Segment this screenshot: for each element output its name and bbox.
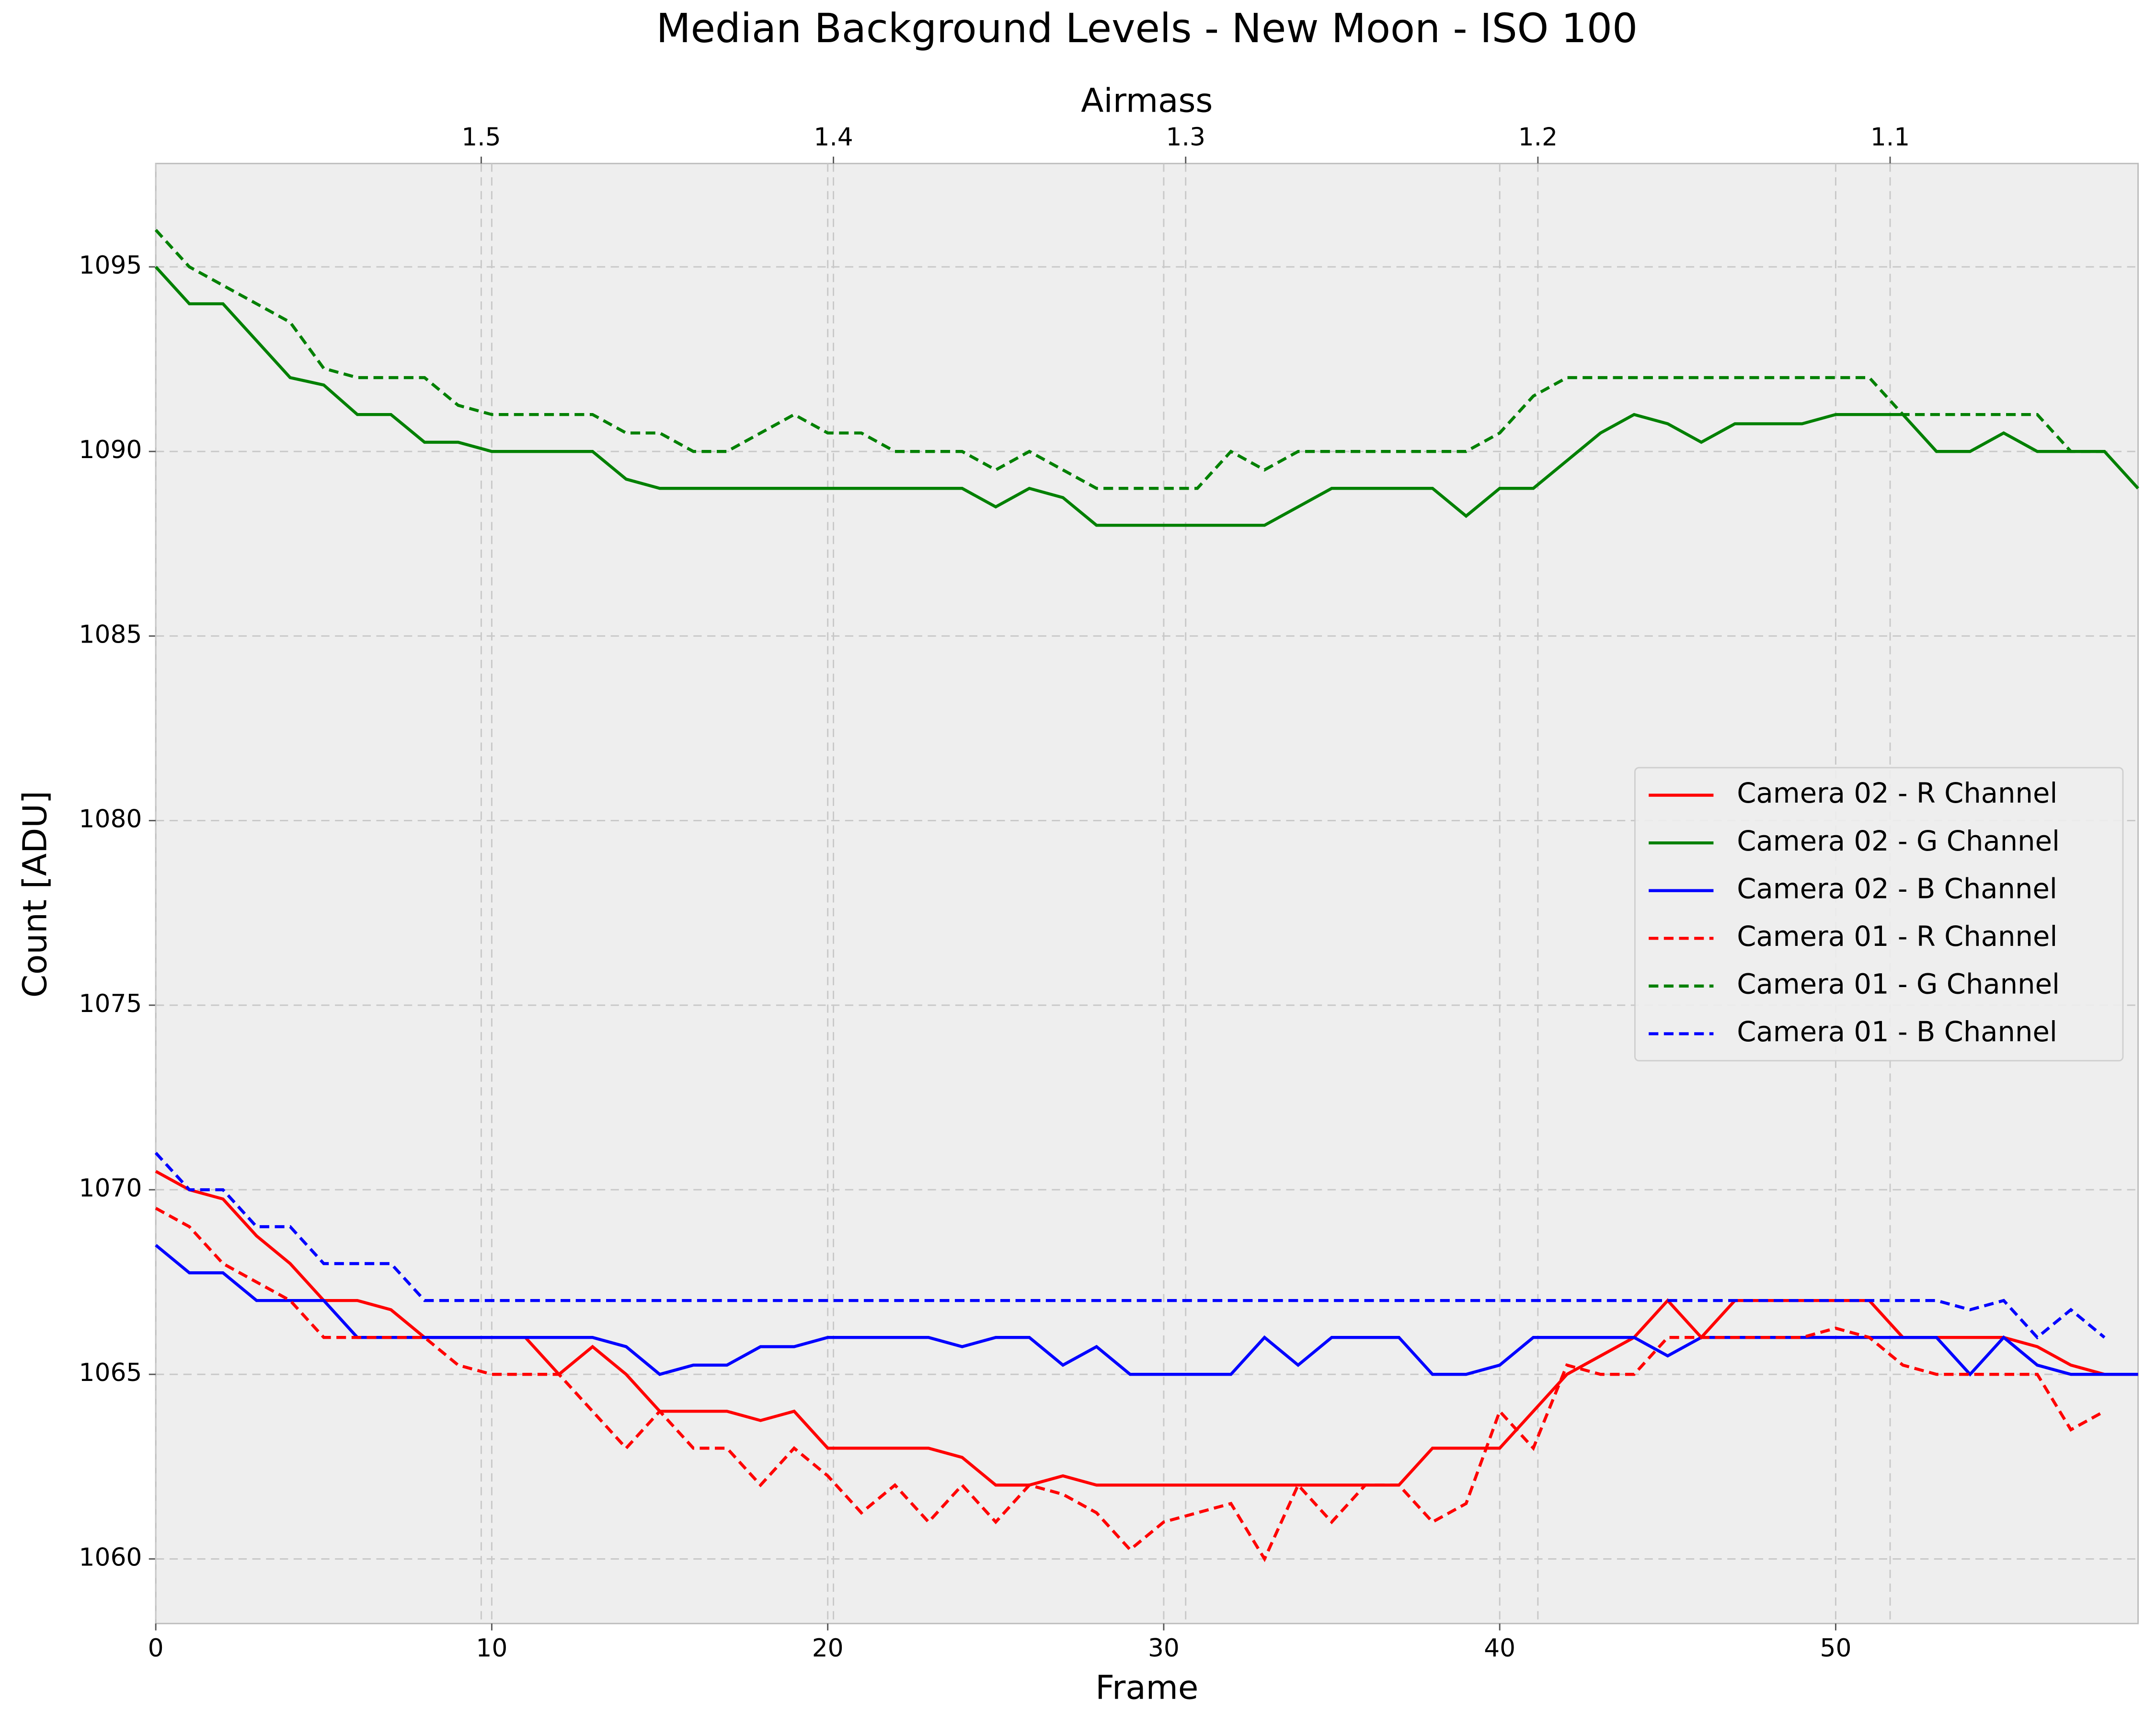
legend [1634, 767, 2124, 1062]
legend-label: Camera 02 - R Channel [1737, 777, 2057, 809]
y-tick-label: 1060 [79, 1543, 142, 1572]
x-tick-label: 10 [476, 1634, 507, 1663]
x-tick-label: 0 [148, 1634, 164, 1663]
y-tick-label: 1085 [79, 620, 142, 649]
x2-tick-label: 1.5 [461, 123, 501, 151]
x-tick-label: 30 [1148, 1634, 1180, 1663]
x2-axis-label: Airmass [1081, 82, 1213, 120]
legend-label: Camera 02 - B Channel [1737, 873, 2057, 905]
legend-label: Camera 02 - G Channel [1737, 825, 2060, 857]
series-line [154, 1151, 2106, 1340]
series-line [154, 265, 2139, 527]
chart-title: Median Background Levels - New Moon - IS… [656, 5, 1638, 52]
x2-tick-label: 1.1 [1870, 123, 1910, 151]
x-tick-label: 40 [1484, 1634, 1515, 1663]
legend-label: Camera 01 - G Channel [1737, 968, 2060, 1000]
y-tick-label: 1090 [79, 436, 142, 464]
y-axis-label: Count [ADU] [16, 791, 55, 998]
series-line [155, 1207, 2106, 1563]
y-tick-label: 1095 [79, 251, 142, 280]
legend-label: Camera 01 - B Channel [1737, 1016, 2057, 1048]
x-tick-label: 50 [1820, 1634, 1852, 1663]
legend-label: Camera 01 - R Channel [1737, 920, 2057, 953]
x2-tick-label: 1.4 [814, 123, 853, 151]
x-tick-label: 20 [812, 1634, 844, 1663]
y-tick-label: 1065 [79, 1358, 142, 1387]
y-tick-label: 1075 [79, 989, 142, 1018]
x2-tick-label: 1.3 [1166, 123, 1205, 151]
y-tick-label: 1070 [79, 1174, 142, 1203]
x-axis-label: Frame [1095, 1668, 1198, 1707]
x2-tick-label: 1.2 [1518, 123, 1558, 151]
y-tick-label: 1080 [79, 805, 142, 834]
